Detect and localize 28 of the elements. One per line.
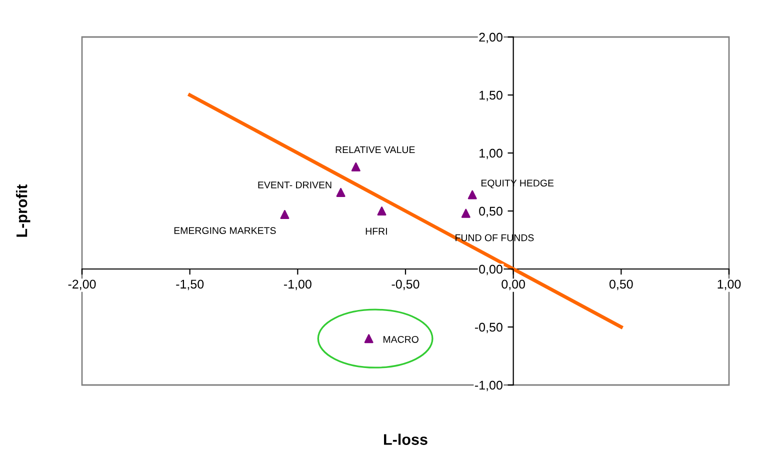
x-tick-label: 0,50 xyxy=(609,280,633,290)
annotation: RELATIVE VALUE xyxy=(336,146,415,154)
annotation: EMERGING MARKETS xyxy=(174,227,276,234)
annotation: HFRI xyxy=(366,228,387,235)
y-tick-label: 0,00 xyxy=(479,264,502,276)
point xyxy=(364,334,374,344)
point xyxy=(377,206,386,216)
x-tick-label: 1,00 xyxy=(718,280,741,290)
x-axis-title: L-loss xyxy=(384,434,428,445)
point xyxy=(351,162,360,172)
annotation: EVENT- DRIVEN xyxy=(258,182,332,188)
x-tick-label: 0,00 xyxy=(502,280,526,290)
point xyxy=(280,210,290,219)
annotation: MACRO xyxy=(384,336,418,343)
point xyxy=(461,208,470,218)
y-tick-label: 1,00 xyxy=(480,148,502,160)
y-tick-label: 1,50 xyxy=(480,90,502,102)
y-tick-label: -0,50 xyxy=(474,322,502,334)
x-tick-label: -1,00 xyxy=(284,280,312,290)
point xyxy=(468,190,477,200)
x-tick-label: -0,50 xyxy=(392,280,420,290)
x-tick-label: -1,50 xyxy=(176,280,204,290)
point xyxy=(336,188,346,197)
y-tick-label: 0,50 xyxy=(479,206,502,218)
x-tick-label: -2,00 xyxy=(68,280,96,290)
y-tick-label: 2,00 xyxy=(479,32,502,44)
y-axis-title: L-profit xyxy=(16,184,30,237)
y-tick-label: -1,00 xyxy=(474,380,502,392)
